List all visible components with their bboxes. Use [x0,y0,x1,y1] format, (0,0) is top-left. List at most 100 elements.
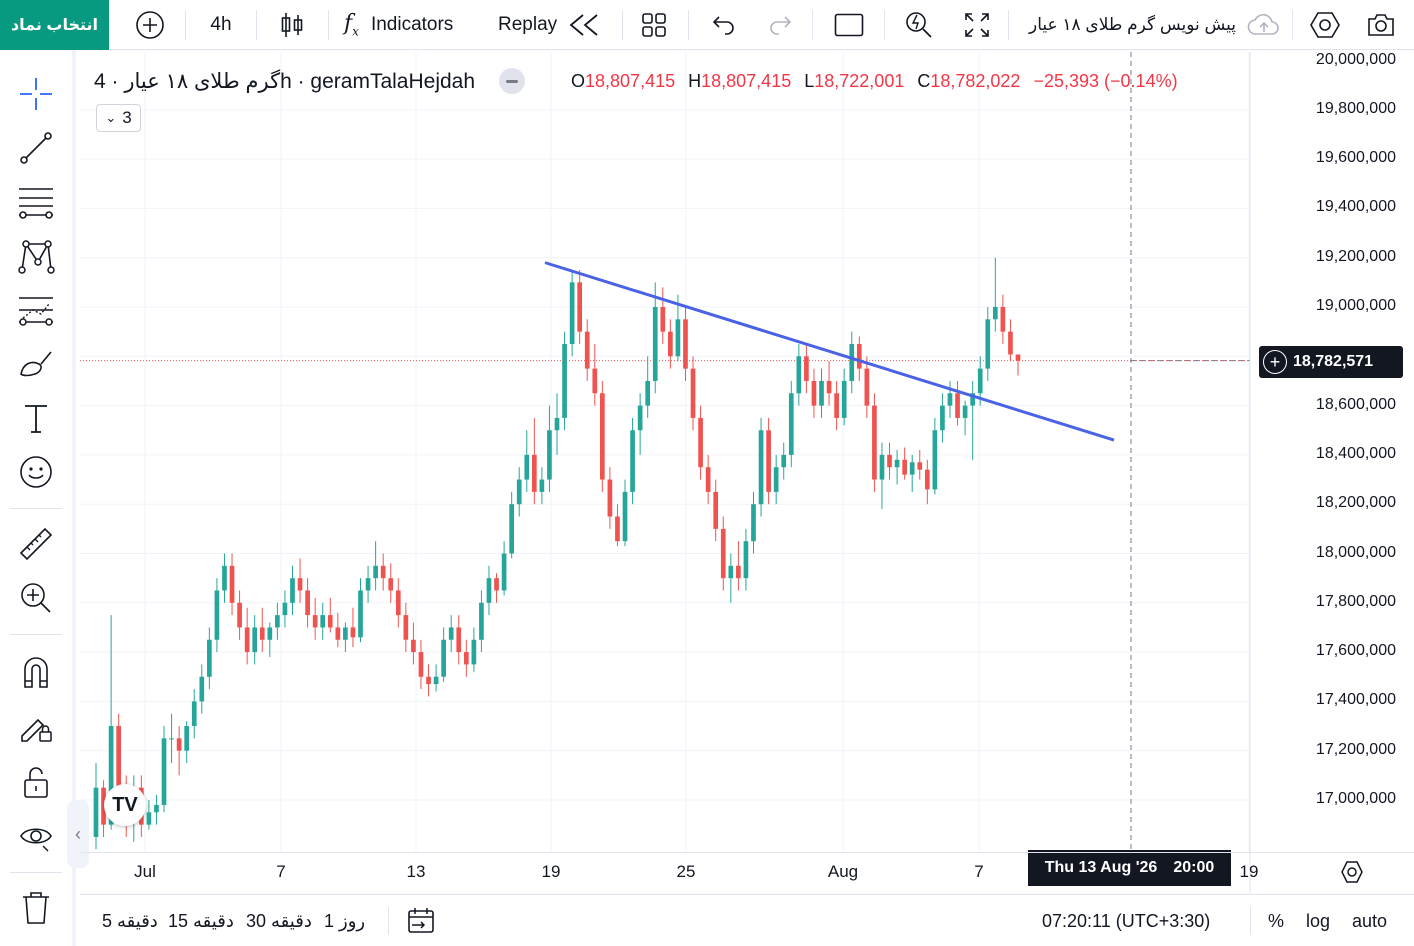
candle-body [222,565,227,591]
candle [509,491,514,559]
candle-body [751,504,756,542]
time-axis-settings-button[interactable] [1338,858,1366,886]
candle [645,356,651,418]
candle-body [962,405,968,418]
compare-symbol-button[interactable] [130,0,170,50]
candle-body [282,602,288,616]
fib-tool-button[interactable] [14,180,58,224]
candle [290,565,295,616]
candle-body [864,368,870,406]
open-key: O [571,71,586,91]
candle [259,607,265,653]
snapshot-button[interactable] [1362,0,1400,50]
candle [819,368,824,418]
auto-scale-button[interactable]: auto [1352,910,1388,931]
replay-label: Replay [498,14,558,35]
candle-body [615,516,620,542]
trendline-drawing[interactable] [544,261,1115,442]
candle-body [373,565,378,579]
candle-body [463,652,469,665]
candle-body [804,356,809,381]
candle-body [569,282,575,344]
layout-name-button[interactable]: پیش نویس گرم طلای ۱۸ عیار [1029,15,1236,34]
candle [373,541,378,591]
interval-button[interactable]: 4h [210,14,232,35]
plus-circle-icon [136,11,164,39]
magnet-mode-button[interactable] [14,650,58,694]
price-axis-label: 17,000,000 [1315,790,1396,807]
candle [547,405,552,492]
time-axis-label: 19 [1239,862,1259,881]
percent-scale-button[interactable]: % [1268,910,1285,931]
layouts-button[interactable] [636,0,672,50]
candle [940,393,945,443]
timeframe-30m-button[interactable]: 30 دقیقه [246,910,312,931]
fib-tool-icon [19,188,53,219]
undo-button[interactable] [706,0,742,50]
candle-body [365,578,371,591]
candle-body [924,469,930,490]
candle-body [388,578,394,591]
candle [826,361,832,406]
redo-button[interactable] [762,0,798,50]
plus-circle-icon[interactable]: + [1263,350,1287,374]
emoji-icon [20,456,52,488]
zoom-in-tool-button[interactable] [14,576,58,620]
timeframe-1d-button[interactable]: 1 روز [324,910,366,931]
candle [275,602,280,640]
trendline-tool-button[interactable] [14,126,58,170]
settings-icon [1310,12,1340,38]
price-chart[interactable] [80,52,1414,894]
quick-search-icon [906,12,932,38]
measure-tool-button[interactable] [14,522,58,566]
fx-icon: fx [344,11,359,39]
crosshair-tool-button[interactable] [14,72,58,116]
candle [237,590,242,640]
candle [849,331,855,394]
candle [282,590,288,628]
date-range-button[interactable] [406,895,436,946]
candle [562,331,567,431]
lock-all-drawings-button[interactable] [14,760,58,804]
tradingview-logo[interactable]: TV [104,784,146,826]
indicator-count: 3 [122,108,132,127]
drawing-rect-button[interactable] [830,0,868,50]
symbol-search-button[interactable]: انتخاب نماد [0,0,109,50]
candle [985,307,991,381]
chart-type-button[interactable] [272,0,312,50]
lock-drawing-mode-button[interactable] [14,704,58,748]
timeframe-5m-button[interactable]: 5 دقیقه [102,910,158,931]
toggle-toolbar-button[interactable]: ‹ [67,800,89,868]
low-value: 18,722,001 [814,71,905,91]
candle [433,664,439,692]
timezone-clock[interactable]: 07:20:11 (UTC+3:30) [1042,910,1211,931]
candle-body [811,380,817,406]
current-price-label[interactable]: + 18,782,571 [1259,346,1403,378]
replay-button[interactable]: Replay [498,0,612,50]
forecast-tool-button[interactable] [14,288,58,332]
emoji-tool-button[interactable] [14,450,58,494]
legend-menu-button[interactable] [499,68,526,94]
candle [554,393,560,455]
quick-search-button[interactable] [900,0,938,50]
indicators-button[interactable]: fx Indicators [344,0,484,50]
save-cloud-button[interactable] [1244,0,1284,50]
text-tool-button[interactable] [14,396,58,440]
legend-collapse-button[interactable]: ⌄ 3 [96,104,141,132]
candle [766,417,771,505]
brush-tool-button[interactable] [14,342,58,386]
log-scale-button[interactable]: log [1306,910,1331,931]
tv-logo-mark: TV [112,793,138,816]
candle [358,578,363,643]
symbol-legend[interactable]: گرم طلای ۱۸ عیار · 4h · geramTalaHejdah [94,68,526,94]
settings-button[interactable] [1306,0,1344,50]
fullscreen-button[interactable] [958,0,996,50]
pattern-tool-button[interactable] [14,234,58,278]
candle-body [1008,331,1013,355]
remove-drawings-button[interactable] [14,886,58,930]
timeframe-15m-button[interactable]: 15 دقیقه [168,910,234,931]
candle-body [607,479,613,517]
candle-body [652,307,658,381]
hide-drawings-button[interactable] [14,814,58,858]
